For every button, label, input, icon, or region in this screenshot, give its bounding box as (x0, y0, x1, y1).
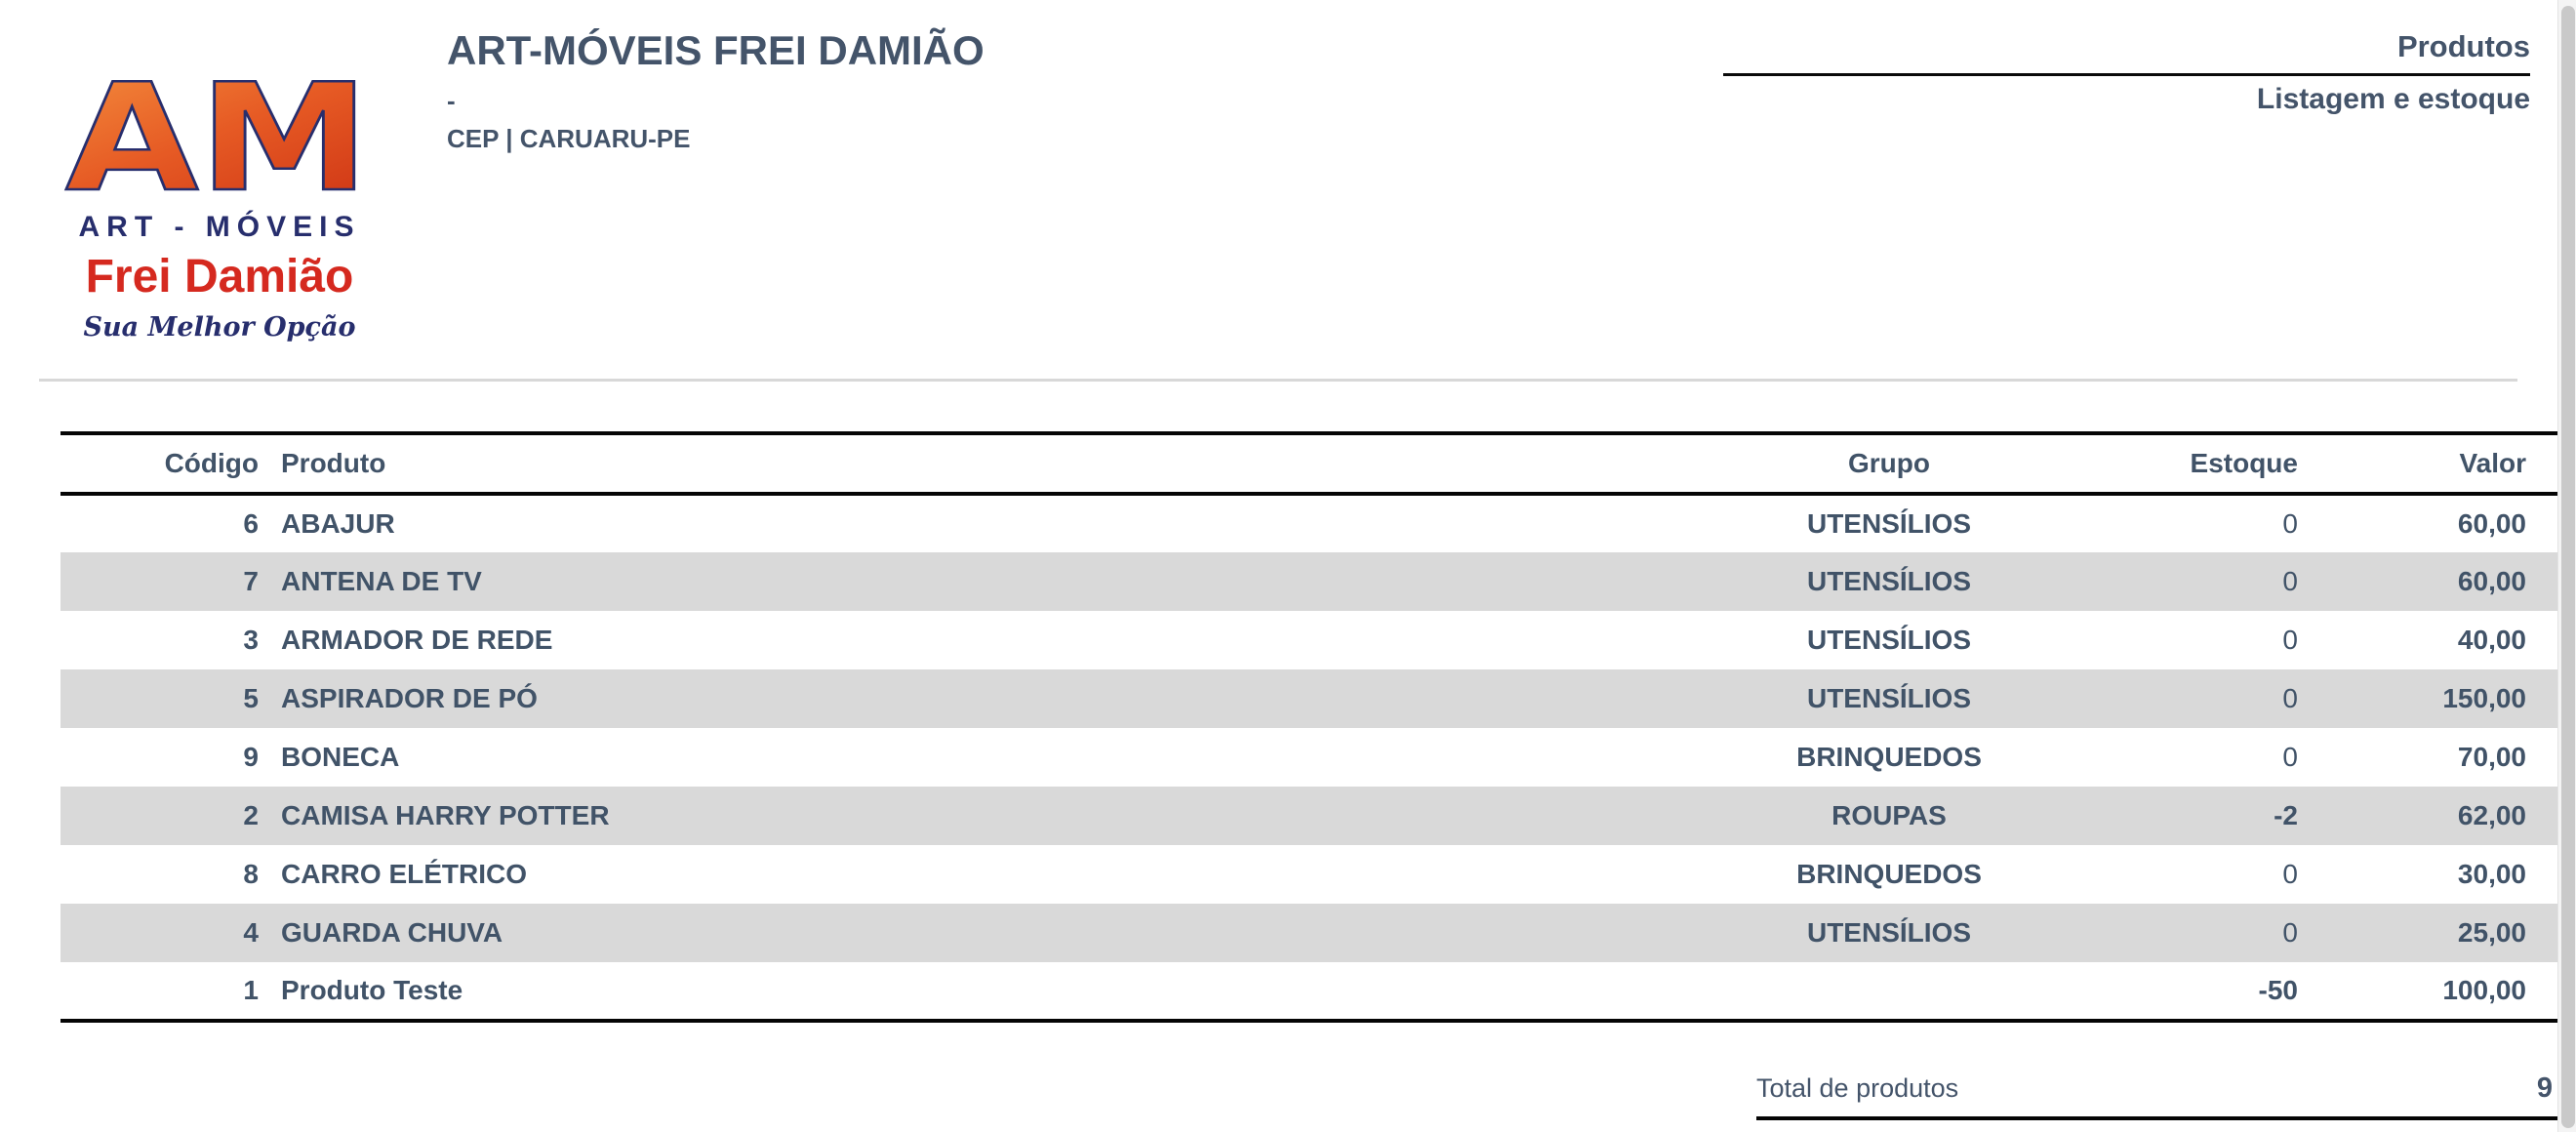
cell-valor: 60,00 (2457, 566, 2526, 596)
cell-produto: ARMADOR DE REDE (281, 625, 553, 655)
total-products-label: Total de produtos (1756, 1072, 1959, 1103)
company-header: ART-MÓVEIS FREI DAMIÃO - CEP | CARUARU-P… (447, 27, 985, 154)
table-row: 1 Produto Teste -50 100,00 (60, 962, 2560, 1021)
table-row: 5 ASPIRADOR DE PÓ UTENSÍLIOS 0 150,00 (60, 669, 2560, 728)
cell-grupo (1600, 962, 2178, 1021)
total-products-value: 9 (2536, 1071, 2553, 1104)
table-row: 7 ANTENA DE TV UTENSÍLIOS 0 60,00 (60, 552, 2560, 611)
cell-grupo: UTENSÍLIOS (1806, 566, 1971, 596)
cell-valor: 150,00 (2442, 683, 2526, 713)
report-header: Produtos Listagem e estoque (1723, 29, 2530, 116)
table-row: 9 BONECA BRINQUEDOS 0 70,00 (60, 728, 2560, 787)
report-title-underline (1723, 73, 2530, 76)
cell-produto: Produto Teste (281, 975, 463, 1005)
cell-produto: ABAJUR (281, 508, 395, 539)
cell-produto: ASPIRADOR DE PÓ (281, 683, 538, 713)
cell-codigo: 4 (243, 917, 259, 948)
cell-codigo: 1 (243, 975, 259, 1005)
cell-produto: ANTENA DE TV (281, 566, 482, 596)
company-name: ART-MÓVEIS FREI DAMIÃO (447, 27, 985, 73)
column-header-estoque: Estoque (2190, 448, 2298, 478)
cell-valor: 62,00 (2457, 800, 2526, 830)
cell-codigo: 5 (243, 683, 259, 713)
cell-grupo: UTENSÍLIOS (1806, 625, 1971, 655)
cell-estoque: -2 (2274, 800, 2298, 830)
company-logo: AM ART - MÓVEIS Frei Damião Sua Melhor O… (59, 16, 381, 357)
cell-valor: 70,00 (2457, 742, 2526, 772)
cell-estoque: 0 (2282, 742, 2298, 772)
company-address-dash: - (447, 86, 456, 115)
column-header-produto: Produto (281, 448, 386, 478)
report-title: Produtos (2396, 29, 2530, 63)
company-city: CEP | CARUARU-PE (447, 124, 691, 153)
cell-produto: BONECA (281, 742, 400, 772)
cell-valor: 100,00 (2442, 975, 2526, 1005)
table-row: 4 GUARDA CHUVA UTENSÍLIOS 0 25,00 (60, 904, 2560, 962)
cell-produto: CAMISA HARRY POTTER (281, 800, 610, 830)
cell-grupo: UTENSÍLIOS (1806, 508, 1971, 539)
cell-estoque: 0 (2282, 859, 2298, 889)
products-table: Código Produto Grupo Estoque Valor 6 ABA… (60, 431, 2560, 1023)
cell-valor: 30,00 (2457, 859, 2526, 889)
cell-codigo: 2 (243, 800, 259, 830)
logo-monogram-icon: AM (64, 55, 372, 201)
column-header-grupo: Grupo (1848, 448, 1930, 478)
cell-codigo: 8 (243, 859, 259, 889)
cell-estoque: 0 (2282, 625, 2298, 655)
cell-estoque: 0 (2282, 917, 2298, 948)
cell-valor: 25,00 (2457, 917, 2526, 948)
cell-grupo: UTENSÍLIOS (1806, 917, 1971, 948)
total-products-row: Total de produtos 9 (1756, 1060, 2560, 1120)
column-header-codigo: Código (164, 448, 259, 478)
cell-produto: GUARDA CHUVA (281, 917, 503, 948)
cell-codigo: 7 (243, 566, 259, 596)
cell-estoque: 0 (2282, 508, 2298, 539)
cell-valor: 60,00 (2457, 508, 2526, 539)
header-divider (39, 379, 2517, 382)
table-row: 2 CAMISA HARRY POTTER ROUPAS -2 62,00 (60, 787, 2560, 845)
cell-valor: 40,00 (2457, 625, 2526, 655)
cell-codigo: 9 (243, 742, 259, 772)
logo-art-moveis-text: ART - MÓVEIS (78, 211, 361, 243)
vertical-scrollbar-track[interactable] (2557, 0, 2576, 1132)
column-header-valor: Valor (2459, 448, 2526, 478)
cell-estoque: -50 (2258, 975, 2298, 1005)
cell-estoque: 0 (2282, 683, 2298, 713)
cell-estoque: 0 (2282, 566, 2298, 596)
cell-codigo: 3 (243, 625, 259, 655)
cell-produto: CARRO ELÉTRICO (281, 859, 527, 889)
table-header-row: Código Produto Grupo Estoque Valor (60, 433, 2560, 494)
report-subtitle: Listagem e estoque (2256, 83, 2530, 115)
cell-grupo: ROUPAS (1831, 800, 1947, 830)
cell-codigo: 6 (243, 508, 259, 539)
cell-grupo: BRINQUEDOS (1796, 742, 1982, 772)
vertical-scrollbar-thumb[interactable] (2561, 6, 2575, 1128)
cell-grupo: UTENSÍLIOS (1806, 683, 1971, 713)
logo-monogram-text: AM (65, 55, 370, 201)
logo-tagline-text: Sua Melhor Opção (83, 312, 356, 343)
table-row: 6 ABAJUR UTENSÍLIOS 0 60,00 (60, 494, 2560, 552)
logo-frei-damiao-text: Frei Damião (85, 251, 354, 303)
cell-grupo: BRINQUEDOS (1796, 859, 1982, 889)
table-row: 3 ARMADOR DE REDE UTENSÍLIOS 0 40,00 (60, 611, 2560, 669)
table-row: 8 CARRO ELÉTRICO BRINQUEDOS 0 30,00 (60, 845, 2560, 904)
